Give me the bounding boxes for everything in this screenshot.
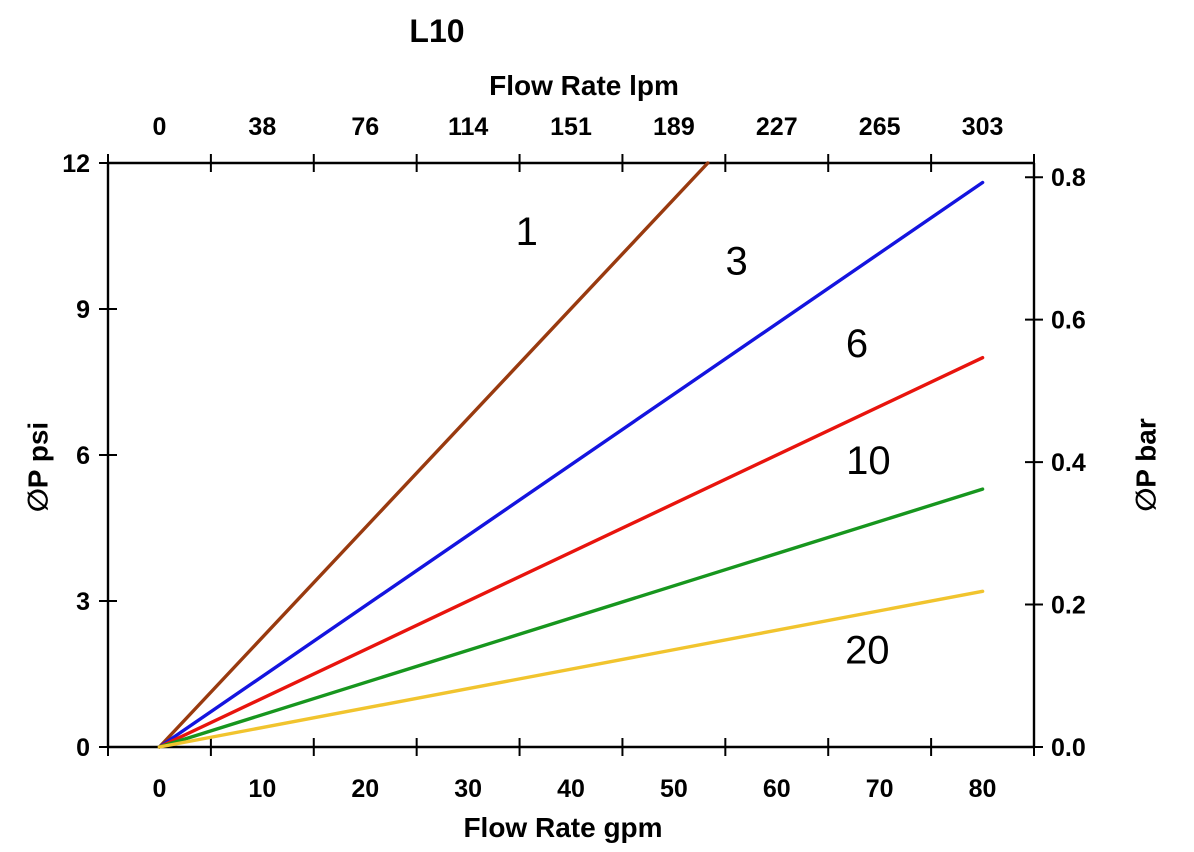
- series-label-10: 10: [846, 439, 891, 483]
- series-label-1: 1: [516, 210, 538, 254]
- top-axis-title: Flow Rate lpm: [489, 70, 679, 101]
- left-axis-tick-label: 9: [76, 296, 90, 324]
- series-line-6: [157, 356, 985, 749]
- right-axis-tick-label: 0.6: [1051, 307, 1086, 335]
- top-axis-tick-label: 265: [859, 113, 901, 141]
- series-line-3: [157, 180, 985, 749]
- top-axis-tick-label: 76: [351, 113, 379, 141]
- right-axis-tick-label: 0.0: [1051, 734, 1086, 762]
- top-axis-tick-label: 151: [550, 113, 592, 141]
- bottom-axis-tick-label: 40: [557, 775, 585, 803]
- bottom-axis-tick-label: 50: [660, 775, 688, 803]
- top-axis-tick-label: 189: [653, 113, 695, 141]
- series-line-20: [157, 589, 985, 749]
- top-axis-tick-label: 0: [152, 113, 166, 141]
- bottom-axis-tick-label: 0: [152, 775, 166, 803]
- top-axis-tick-label: 227: [756, 113, 798, 141]
- bottom-axis-title: Flow Rate gpm: [463, 812, 663, 843]
- left-axis-title: ∅P psi: [22, 421, 54, 513]
- series-line-10: [157, 487, 985, 749]
- bottom-axis-tick-label: 30: [454, 775, 482, 803]
- left-axis-tick-label: 6: [76, 442, 90, 470]
- top-axis-tick-label: 38: [248, 113, 276, 141]
- right-axis-title: ∅P bar: [1130, 418, 1162, 512]
- right-axis-tick-label: 0.2: [1051, 592, 1086, 620]
- bottom-axis-tick-label: 20: [351, 775, 379, 803]
- left-axis-tick-label: 3: [76, 588, 90, 616]
- series-label-6: 6: [846, 322, 868, 366]
- bottom-axis-tick-label: 70: [866, 775, 894, 803]
- top-axis-tick-label: 114: [448, 113, 488, 141]
- right-axis-tick-label: 0.4: [1051, 449, 1086, 477]
- series-label-20: 20: [845, 629, 890, 673]
- right-axis-tick-label: 0.8: [1051, 164, 1086, 192]
- series-label-3: 3: [726, 239, 748, 283]
- left-axis-tick-label: 12: [62, 150, 90, 178]
- bottom-axis-tick-label: 10: [248, 775, 276, 803]
- left-axis-tick-label: 0: [76, 734, 90, 762]
- bottom-axis-tick-label: 60: [763, 775, 791, 803]
- bottom-axis-tick-label: 80: [969, 775, 997, 803]
- top-axis-tick-label: 303: [962, 113, 1004, 141]
- series-line-1: [157, 161, 710, 749]
- chart-title: L10: [409, 13, 465, 49]
